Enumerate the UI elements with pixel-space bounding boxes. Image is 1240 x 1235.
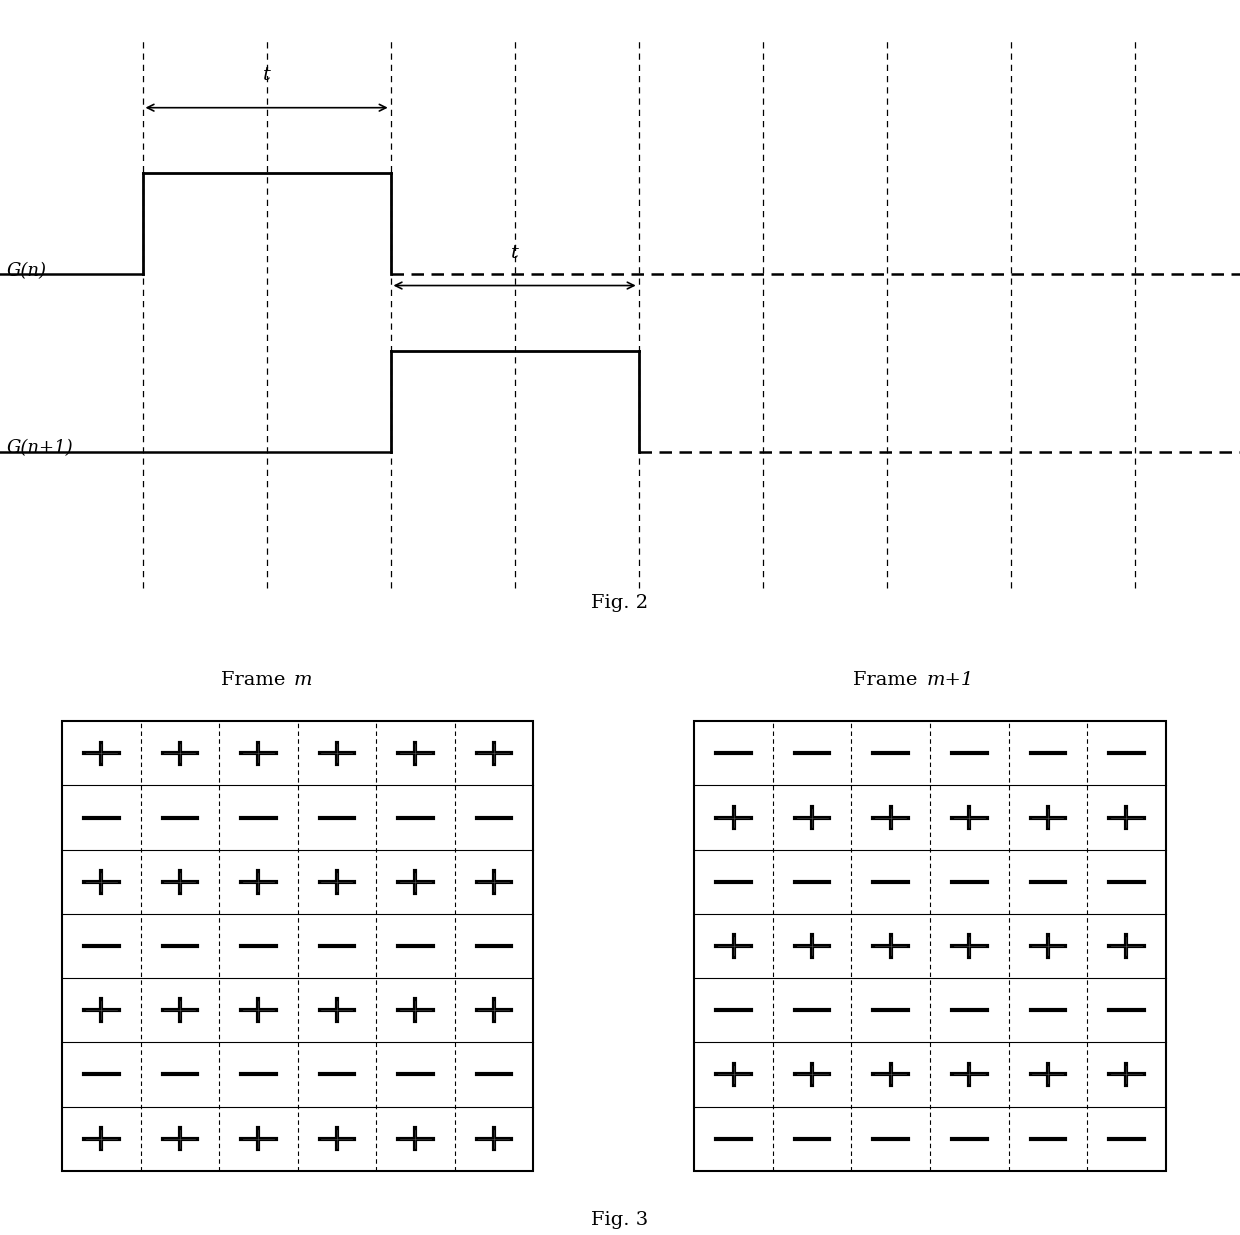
Text: Frame: Frame <box>221 671 291 689</box>
Text: Frame: Frame <box>853 671 924 689</box>
Text: Fig. 3: Fig. 3 <box>591 1210 649 1229</box>
Text: m: m <box>294 671 312 689</box>
Text: G(n): G(n) <box>6 262 46 279</box>
Bar <box>694 721 1166 1171</box>
Text: G(n+1): G(n+1) <box>6 440 73 457</box>
Text: Fig. 2: Fig. 2 <box>591 594 649 611</box>
Bar <box>62 721 533 1171</box>
Text: t: t <box>263 65 270 84</box>
Text: t: t <box>511 243 518 262</box>
Text: m+1: m+1 <box>926 671 973 689</box>
